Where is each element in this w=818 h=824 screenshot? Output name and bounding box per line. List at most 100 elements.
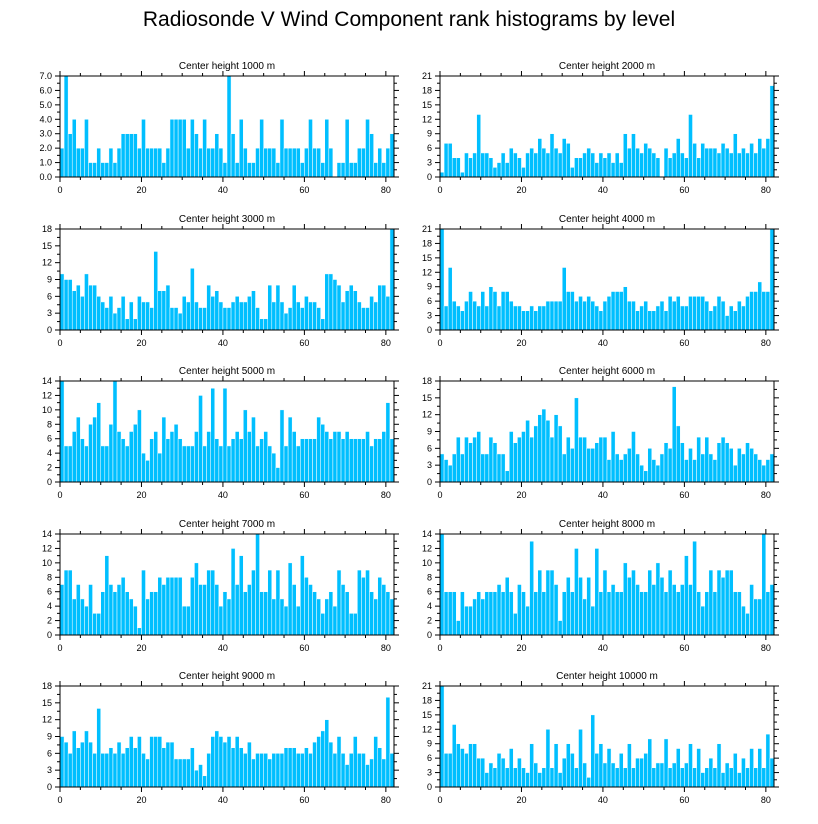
histogram-bar <box>165 147 171 178</box>
histogram-bar <box>655 157 661 178</box>
histogram-bar <box>537 569 543 636</box>
histogram-bar <box>529 743 534 788</box>
histogram-bar <box>529 540 534 636</box>
y-tick-label: 6 <box>427 443 432 453</box>
y-tick-label: 12 <box>42 715 52 725</box>
histogram-bar <box>618 753 624 788</box>
histogram-bar <box>149 147 154 178</box>
histogram-bar <box>570 753 575 788</box>
histogram-bar <box>741 605 746 636</box>
x-tick-label: 80 <box>761 643 771 653</box>
histogram-bar <box>100 591 106 636</box>
x-tick-label: 20 <box>136 795 146 805</box>
y-tick-label: 3 <box>427 158 432 168</box>
histogram-bar <box>631 431 636 483</box>
histogram-bar <box>67 133 73 178</box>
histogram-bar <box>671 152 677 178</box>
histogram-bar <box>443 753 449 788</box>
histogram-bar <box>549 569 555 636</box>
histogram-bar <box>361 438 366 483</box>
histogram-bar <box>574 157 579 178</box>
histogram-bar <box>684 459 689 483</box>
histogram-bar <box>116 431 122 483</box>
histogram-bar <box>700 772 705 788</box>
histogram-bar <box>373 162 378 178</box>
histogram-bar <box>663 442 669 483</box>
histogram-bar <box>137 147 142 178</box>
histogram-bar <box>610 431 616 483</box>
histogram-bar <box>365 764 370 788</box>
histogram-bar <box>100 162 106 178</box>
histogram-bar <box>700 296 705 331</box>
histogram-bar <box>214 584 220 636</box>
histogram-bar <box>385 402 391 483</box>
histogram-bar <box>627 448 632 483</box>
histogram-bar <box>153 251 158 331</box>
histogram-bar <box>468 157 473 178</box>
histogram-bar <box>447 267 453 331</box>
x-tick-label: 0 <box>437 490 442 500</box>
histogram-bar <box>627 577 632 636</box>
histogram-bar <box>651 310 657 331</box>
panel-title: Center height 9000 m <box>179 671 275 682</box>
histogram-bar <box>275 467 281 483</box>
histogram-bar <box>157 736 163 788</box>
histogram-bar <box>255 147 260 178</box>
histogram-panel-10: Center height 10000 m 0 20 40 60 80 0 3 6 9 12 15 18… <box>422 671 779 805</box>
histogram-bar <box>594 753 600 788</box>
histogram-bar <box>340 162 346 178</box>
histogram-bar <box>651 459 657 483</box>
histogram-bar <box>255 533 260 636</box>
panel-title: Center height 4000 m <box>559 214 655 225</box>
histogram-bar <box>247 296 252 331</box>
x-tick-label: 60 <box>299 795 309 805</box>
histogram-bar <box>137 736 142 788</box>
histogram-bar <box>635 147 640 178</box>
histogram-bar <box>545 300 551 331</box>
histogram-bar <box>353 290 358 331</box>
histogram-bar <box>149 736 154 788</box>
x-tick-label: 60 <box>299 490 309 500</box>
histogram-bar <box>623 453 628 483</box>
x-tick-label: 40 <box>218 490 228 500</box>
histogram-bar <box>643 143 648 178</box>
histogram-panel-5: Center height 5000 m 0 20 40 60 80 0 2 4 6 8 10 12 14 <box>42 366 399 500</box>
histogram-bar <box>124 591 130 636</box>
y-tick-label: 5.0 <box>39 100 52 110</box>
histogram-bar <box>680 305 685 331</box>
histogram-bar <box>287 747 293 788</box>
histogram-bar <box>753 767 758 788</box>
histogram-bar <box>336 736 342 788</box>
histogram-bar <box>202 119 207 178</box>
histogram-bar <box>667 157 673 178</box>
histogram-bar <box>635 453 640 483</box>
histogram-bar <box>541 767 547 788</box>
histogram-bar <box>328 741 334 788</box>
panel-title: Center height 10000 m <box>556 671 658 682</box>
histogram-bar <box>447 143 453 178</box>
histogram-bar <box>234 296 240 331</box>
histogram-bar <box>557 772 563 788</box>
histogram-bar <box>692 459 697 483</box>
histogram-bar <box>521 167 526 178</box>
y-tick-label: 6 <box>47 748 52 758</box>
histogram-bar <box>84 730 89 788</box>
histogram-bar <box>639 757 644 788</box>
histogram-bar <box>202 584 207 636</box>
histogram-bar <box>271 301 277 331</box>
histogram-bar <box>177 438 183 483</box>
x-tick-label: 20 <box>136 490 146 500</box>
histogram-bar <box>724 147 730 178</box>
histogram-bar <box>92 162 97 178</box>
histogram-bar <box>243 753 248 788</box>
histogram-bar <box>385 591 391 636</box>
histogram-bar <box>300 438 305 483</box>
histogram-bar <box>320 424 325 483</box>
histogram-bar <box>357 569 362 636</box>
histogram-bar <box>561 138 567 178</box>
histogram-bar <box>647 738 653 788</box>
histogram-bar <box>149 591 154 636</box>
histogram-bar <box>700 453 705 483</box>
histogram-bar <box>545 729 551 788</box>
histogram-bar <box>488 762 494 788</box>
